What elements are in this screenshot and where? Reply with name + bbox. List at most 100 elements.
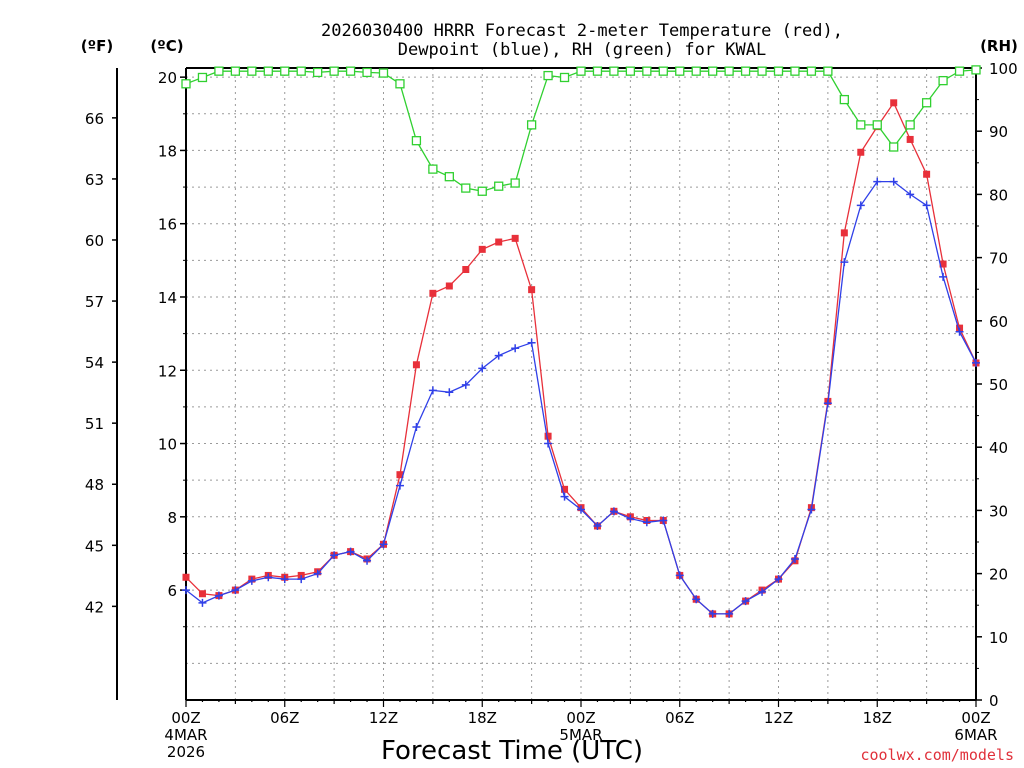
rh-point xyxy=(526,120,537,130)
rh-point xyxy=(823,66,833,76)
celsius-tick-label: 20 xyxy=(158,69,177,87)
fahrenheit-tick-label: 60 xyxy=(85,232,104,250)
dewpoint-point xyxy=(247,576,256,585)
fahrenheit-tick-label: 48 xyxy=(85,476,104,494)
rh-tick-label: 0 xyxy=(989,692,999,710)
celsius-unit-label: (ºC) xyxy=(150,37,183,55)
rh-point xyxy=(214,66,224,76)
fahrenheit-tick-label: 54 xyxy=(85,354,104,372)
dewpoint-point xyxy=(280,575,289,584)
rh-point xyxy=(592,66,603,76)
celsius-tick-label: 16 xyxy=(158,216,177,234)
time-tick-label: 5MAR xyxy=(559,726,602,744)
rh-tick-label: 50 xyxy=(989,376,1008,394)
rh-point xyxy=(642,66,652,76)
temperature-point xyxy=(198,590,206,598)
axes: 6 8 10 12 14 16 18 20 42 45 48 51 54 57 60 63 66 0 10 20 30 4… xyxy=(85,60,1018,761)
temperature-point xyxy=(923,170,931,178)
celsius-tick-label: 18 xyxy=(158,142,177,160)
rh-point xyxy=(395,79,405,89)
time-tick-label: 06Z xyxy=(270,709,299,727)
rh-point xyxy=(708,66,718,76)
chart-title: 2026030400 HRRR Forecast 2-meter Tempera… xyxy=(321,21,843,41)
temperature-point xyxy=(857,148,865,156)
dewpoint-point xyxy=(955,327,964,336)
celsius-tick-label: 8 xyxy=(167,509,177,527)
temperature-point xyxy=(396,471,404,479)
temperature-point xyxy=(412,361,420,369)
dewpoint-point xyxy=(264,573,273,582)
temperature-point xyxy=(561,485,569,493)
rh-point xyxy=(197,72,208,83)
data-series xyxy=(181,65,981,618)
dewpoint-point xyxy=(494,351,503,360)
rh-point xyxy=(559,72,570,83)
dewpoint-point xyxy=(182,586,190,595)
rh-point xyxy=(345,66,356,76)
temperature-point xyxy=(840,229,848,237)
dewpoint-point xyxy=(379,540,388,549)
rh-point xyxy=(790,66,800,76)
time-tick-label: 18Z xyxy=(863,709,892,727)
chart-subtitle: Dewpoint (blue), RH (green) for KWAL xyxy=(398,40,766,60)
rh-point xyxy=(773,66,784,76)
series-dewpoint xyxy=(182,177,980,618)
dewpoint-point xyxy=(363,556,372,565)
dewpoint-point xyxy=(445,388,454,397)
rh-point xyxy=(378,68,389,78)
rh-tick-label: 100 xyxy=(989,60,1018,78)
rh-point xyxy=(740,66,751,76)
celsius-tick-label: 12 xyxy=(158,362,177,380)
fahrenheit-tick-label: 63 xyxy=(85,171,104,189)
rh-point xyxy=(889,142,899,152)
temperature-point xyxy=(495,238,503,246)
celsius-tick-label: 14 xyxy=(158,289,177,307)
temperature-point xyxy=(182,573,190,581)
rh-point xyxy=(576,66,586,76)
rh-point xyxy=(609,66,619,76)
rh-tick-label: 30 xyxy=(989,502,1008,520)
rh-point xyxy=(691,66,701,76)
rh-point xyxy=(477,186,487,196)
rh-point xyxy=(938,75,948,86)
dewpoint-point xyxy=(412,423,421,432)
rh-line xyxy=(185,69,977,192)
dewpoint-point xyxy=(198,598,207,607)
temperature-point xyxy=(890,99,898,107)
rh-tick-label: 20 xyxy=(989,566,1008,584)
rh-point xyxy=(247,66,257,76)
dewpoint-point xyxy=(330,551,339,560)
source-credit[interactable]: coolwx.com/models xyxy=(860,746,1014,764)
rh-point xyxy=(510,178,520,188)
time-tick-label: 00Z xyxy=(171,709,200,727)
grid-lines xyxy=(186,68,976,700)
time-tick-label: 2026 xyxy=(167,743,205,761)
dewpoint-point xyxy=(807,505,816,514)
dewpoint-point xyxy=(856,201,865,210)
temperature-point xyxy=(906,135,914,143)
dewpoint-point xyxy=(939,272,948,281)
rh-point xyxy=(263,66,273,76)
rh-point xyxy=(954,66,965,76)
dewpoint-point xyxy=(725,609,734,618)
fahrenheit-unit-label: (ºF) xyxy=(81,37,113,55)
dewpoint-point xyxy=(972,358,980,367)
time-tick-label: 18Z xyxy=(468,709,497,727)
rh-tick-label: 40 xyxy=(989,439,1008,457)
dewpoint-point xyxy=(642,518,651,527)
fahrenheit-tick-label: 66 xyxy=(85,110,104,128)
rh-point xyxy=(724,66,734,76)
dewpoint-point xyxy=(758,587,767,596)
dewpoint-point xyxy=(461,380,470,389)
dewpoint-point xyxy=(889,177,898,186)
dewpoint-point xyxy=(395,481,404,490)
dewpoint-point xyxy=(790,554,799,563)
temperature-point xyxy=(462,266,470,274)
rh-point xyxy=(921,98,932,108)
x-axis-title: Forecast Time (UTC) xyxy=(381,736,643,766)
time-tick-label: 06Z xyxy=(665,709,694,727)
rh-point xyxy=(675,66,685,76)
dewpoint-point xyxy=(428,386,437,395)
rh-tick-label: 60 xyxy=(989,313,1008,331)
